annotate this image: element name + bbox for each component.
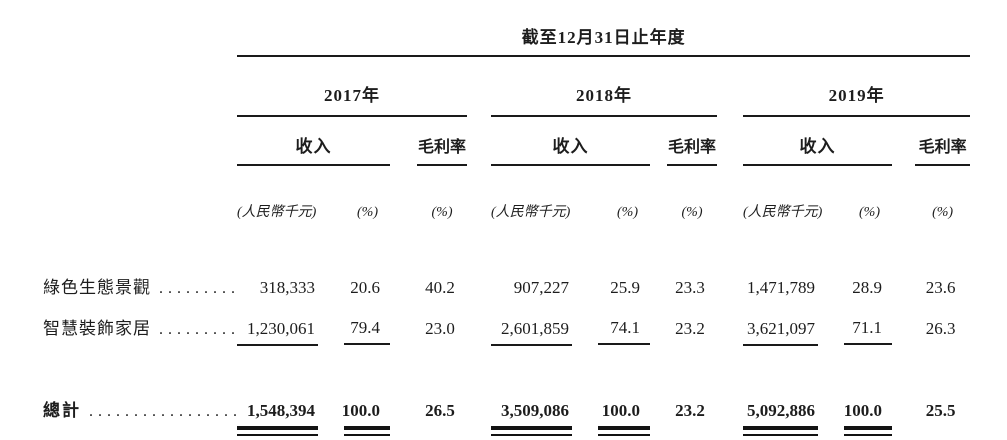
unit-header-row: (人民幣千元) (%) (%) (人民幣千元) (%) (%) (人民幣千元) …	[35, 165, 970, 232]
total-pct-value: 100.0	[341, 401, 380, 420]
total-margin-value: 26.5	[425, 401, 455, 420]
segment-row-green-ecology: 綠色生態景觀......... 318,333 20.6 40.2 907,22…	[35, 265, 970, 304]
double-rule	[743, 426, 818, 436]
segment-label-cell: 智慧裝飾家居.........	[35, 304, 237, 345]
margin-unit-label-2019: (%)	[932, 205, 954, 220]
revenue-header-2019: 收入	[743, 116, 892, 166]
total-pct-value: 100.0	[843, 401, 882, 420]
double-rule	[844, 426, 892, 436]
pct-value: 28.9	[852, 278, 882, 297]
pct-unit-label-2018: (%)	[617, 205, 638, 220]
year-header-2018: 2018年	[491, 56, 717, 117]
total-revenue-value: 1,548,394	[247, 401, 315, 420]
column-group-header-row: 收入 毛利率 收入 毛利率 收入 毛利率	[35, 116, 971, 166]
year-header-row: 2017年 2018年 2019年	[35, 56, 971, 117]
revenue-unit-label-2017: (人民幣千元)	[237, 205, 317, 220]
revenue-unit-label-2019: (人民幣千元)	[743, 205, 823, 220]
double-rule	[598, 426, 650, 436]
margin-unit-label-2018: (%)	[681, 205, 703, 220]
revenue-unit-label-2018: (人民幣千元)	[491, 205, 571, 220]
spacer-row	[35, 232, 970, 265]
total-pct-value: 100.0	[601, 401, 640, 420]
segment-row-smart-home: 智慧裝飾家居......... 1,230,061 79.4 23.0 2,60…	[35, 304, 970, 346]
total-double-rule-row	[35, 426, 970, 440]
pct-value: 25.9	[610, 278, 640, 297]
pct-value: 74.1	[598, 318, 650, 345]
pct-value: 71.1	[844, 318, 892, 345]
total-margin-value: 23.2	[675, 401, 705, 420]
double-rule	[491, 426, 572, 436]
margin-value: 23.0	[425, 319, 455, 338]
double-rule	[237, 426, 318, 436]
revenue-value: 1,471,789	[747, 278, 815, 297]
revenue-value: 1,230,061	[237, 304, 318, 346]
period-title: 截至12月31日止年度	[237, 18, 971, 57]
total-revenue-value: 3,509,086	[501, 401, 569, 420]
revenue-value: 907,227	[513, 278, 569, 297]
leader-dots: .........	[159, 280, 240, 297]
revenue-value: 3,621,097	[743, 304, 818, 346]
total-margin-value: 25.5	[925, 401, 956, 420]
segment-label: 綠色生態景觀	[43, 278, 151, 297]
margin-value: 26.3	[925, 319, 956, 338]
leader-dots: .........	[159, 321, 240, 338]
revenue-header-2018: 收入	[491, 116, 650, 166]
total-label: 總計	[43, 401, 81, 420]
pct-value-cell: 79.4	[318, 304, 390, 345]
year-header-2019: 2019年	[743, 56, 971, 117]
gross-margin-header-2018: 毛利率	[667, 116, 717, 166]
pct-value-cell: 71.1	[818, 304, 892, 345]
gross-margin-header-2019: 毛利率	[915, 116, 971, 166]
revenue-value: 2,601,859	[491, 304, 572, 346]
segment-label-cell: 綠色生態景觀.........	[35, 265, 237, 304]
total-revenue-value: 5,092,886	[747, 401, 815, 420]
pct-unit-label-2019: (%)	[859, 205, 880, 220]
segment-revenue-table: 截至12月31日止年度 2017年 2018年 2019年 收入 毛利率 收入 …	[35, 18, 971, 440]
pct-unit-label-2017: (%)	[357, 205, 378, 220]
margin-value: 23.3	[675, 278, 705, 297]
margin-value: 23.6	[925, 278, 956, 297]
margin-value: 40.2	[425, 278, 455, 297]
spacer-row	[35, 345, 970, 388]
margin-unit-label-2017: (%)	[431, 205, 453, 220]
pct-value: 79.4	[344, 318, 390, 345]
margin-value: 23.2	[675, 319, 705, 338]
gross-margin-header-2017: 毛利率	[417, 116, 467, 166]
period-header-row: 截至12月31日止年度	[35, 18, 971, 57]
revenue-header-2017: 收入	[237, 116, 390, 166]
revenue-value: 318,333	[259, 278, 315, 297]
leader-dots: .................	[89, 403, 242, 420]
total-row: 總計................. 1,548,394 100.0 26.5…	[35, 388, 970, 426]
total-label-cell: 總計.................	[35, 388, 237, 426]
year-header-2017: 2017年	[237, 56, 467, 117]
pct-value-cell: 74.1	[572, 304, 650, 345]
pct-value: 20.6	[350, 278, 380, 297]
segment-label: 智慧裝飾家居	[43, 319, 151, 338]
double-rule	[344, 426, 390, 436]
